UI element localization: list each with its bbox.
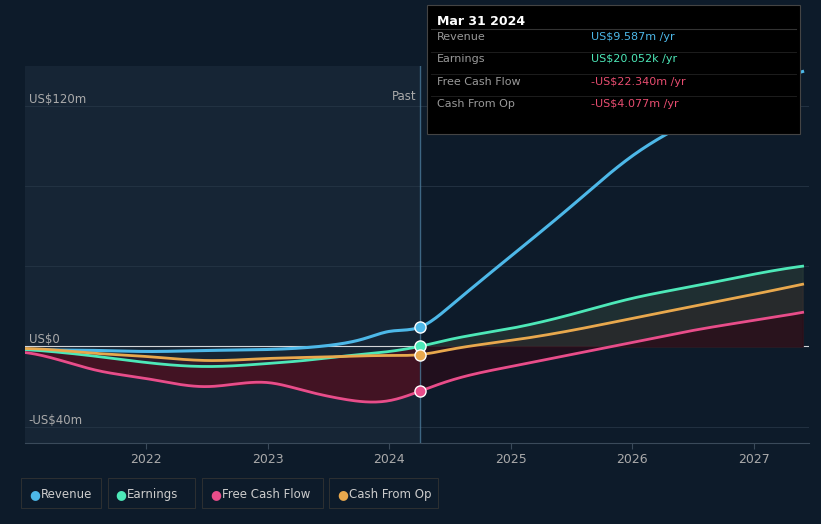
- Text: Cash From Op: Cash From Op: [437, 99, 515, 108]
- Text: Earnings: Earnings: [437, 54, 485, 64]
- Text: Earnings: Earnings: [127, 488, 179, 501]
- Text: Cash From Op: Cash From Op: [349, 488, 431, 501]
- Bar: [25, 66, 420, 443]
- Text: ●: ●: [30, 488, 40, 501]
- Text: -US$22.340m /yr: -US$22.340m /yr: [591, 77, 686, 86]
- Text: Mar 31 2024: Mar 31 2024: [437, 15, 525, 28]
- Text: Revenue: Revenue: [41, 488, 93, 501]
- Text: US$20.052k /yr: US$20.052k /yr: [591, 54, 677, 64]
- Text: Free Cash Flow: Free Cash Flow: [437, 77, 521, 86]
- Text: Analysts Forecasts: Analysts Forecasts: [429, 90, 538, 103]
- Text: ●: ●: [210, 488, 221, 501]
- Text: Free Cash Flow: Free Cash Flow: [222, 488, 310, 501]
- Text: Revenue: Revenue: [437, 32, 485, 42]
- Text: US$9.587m /yr: US$9.587m /yr: [591, 32, 675, 42]
- Text: US$0: US$0: [29, 333, 59, 346]
- Text: US$120m: US$120m: [29, 93, 86, 106]
- Text: -US$4.077m /yr: -US$4.077m /yr: [591, 99, 679, 108]
- Bar: [420, 66, 809, 443]
- Text: Past: Past: [392, 90, 416, 103]
- Text: ●: ●: [337, 488, 348, 501]
- Text: -US$40m: -US$40m: [29, 414, 83, 427]
- Text: ●: ●: [116, 488, 126, 501]
